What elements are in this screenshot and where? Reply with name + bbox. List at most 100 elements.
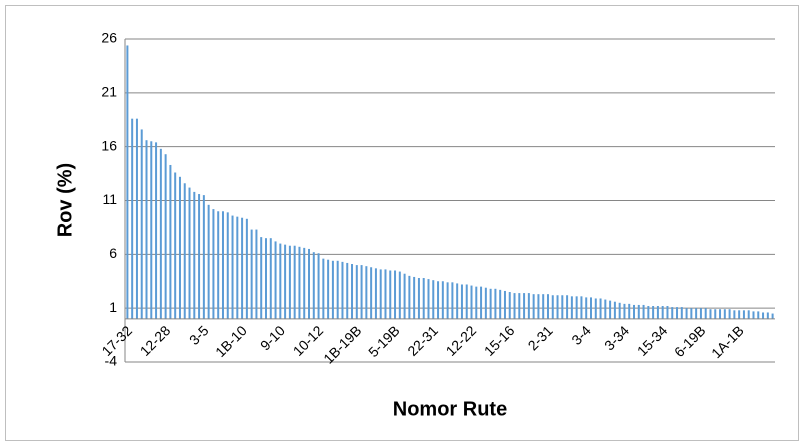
bar — [193, 191, 196, 319]
bar — [374, 268, 377, 319]
bar — [551, 295, 554, 319]
bar — [131, 118, 134, 319]
bar — [198, 194, 201, 319]
bar — [341, 261, 344, 319]
bar — [647, 306, 650, 319]
bar — [398, 271, 401, 319]
bar — [690, 308, 693, 319]
bar — [489, 288, 492, 319]
bar — [585, 297, 588, 319]
y-axis-title: Rov (%) — [54, 163, 76, 237]
chart-frame — [5, 5, 799, 441]
bar — [217, 211, 220, 319]
bar — [561, 295, 564, 319]
bar — [742, 310, 745, 319]
bar — [140, 129, 143, 319]
bar — [766, 312, 769, 319]
bar — [159, 148, 162, 319]
bar — [494, 288, 497, 319]
bar — [460, 284, 463, 319]
bar — [470, 285, 473, 319]
bar — [437, 281, 440, 319]
bar — [351, 264, 354, 319]
bar — [212, 209, 215, 319]
y-tick-label: 1 — [109, 299, 117, 315]
bar — [183, 183, 186, 319]
bar — [752, 311, 755, 319]
bar — [599, 298, 602, 319]
bar — [484, 287, 487, 319]
bar — [169, 164, 172, 319]
bar — [762, 312, 765, 319]
bar — [221, 211, 224, 319]
bar — [174, 172, 177, 319]
bar — [446, 282, 449, 319]
bar — [293, 245, 296, 319]
bar — [365, 266, 368, 319]
bar — [269, 238, 272, 319]
bar — [523, 293, 526, 319]
bar — [145, 140, 148, 319]
bar — [566, 295, 569, 319]
bar — [456, 283, 459, 319]
bar — [623, 303, 626, 319]
y-tick-label: 26 — [101, 30, 117, 46]
bar — [719, 309, 722, 319]
bar — [327, 259, 330, 319]
bar — [331, 260, 334, 319]
bar — [288, 245, 291, 319]
bar — [628, 303, 631, 319]
bar — [284, 244, 287, 319]
bar — [728, 309, 731, 319]
bar — [202, 195, 205, 319]
bar — [480, 286, 483, 319]
bar — [676, 307, 679, 319]
bar — [570, 296, 573, 319]
y-tick-label: -4 — [105, 353, 118, 369]
bar — [633, 304, 636, 319]
bar — [164, 154, 167, 319]
bar — [408, 275, 411, 319]
bar — [178, 176, 181, 319]
bar — [451, 282, 454, 319]
bar — [379, 269, 382, 319]
bar — [680, 307, 683, 319]
bar — [723, 309, 726, 319]
bar — [604, 299, 607, 319]
bar — [370, 267, 373, 319]
bar — [260, 237, 263, 319]
x-axis-title: Nomor Rute — [393, 398, 507, 420]
bar — [264, 238, 267, 319]
bar — [317, 253, 320, 319]
bar — [518, 293, 521, 319]
bar — [613, 301, 616, 319]
bar — [666, 306, 669, 319]
bar — [250, 229, 253, 319]
bar — [417, 278, 420, 319]
bar — [532, 294, 535, 319]
bar — [241, 217, 244, 319]
bar — [656, 306, 659, 319]
bar — [757, 311, 760, 319]
bar — [236, 216, 239, 319]
bar — [575, 296, 578, 319]
bar — [699, 308, 702, 319]
bar — [441, 281, 444, 319]
bar — [652, 306, 655, 319]
bar — [432, 280, 435, 319]
bar — [637, 304, 640, 319]
bar — [465, 284, 468, 319]
y-tick-label: 16 — [101, 137, 117, 153]
bar — [279, 243, 282, 319]
bar — [695, 308, 698, 319]
bar — [298, 246, 301, 319]
bar — [312, 252, 315, 319]
bar — [135, 118, 138, 319]
bar — [413, 276, 416, 319]
bar — [542, 294, 545, 319]
bar — [322, 258, 325, 319]
bar — [580, 296, 583, 319]
bar — [747, 310, 750, 319]
bar — [336, 260, 339, 319]
